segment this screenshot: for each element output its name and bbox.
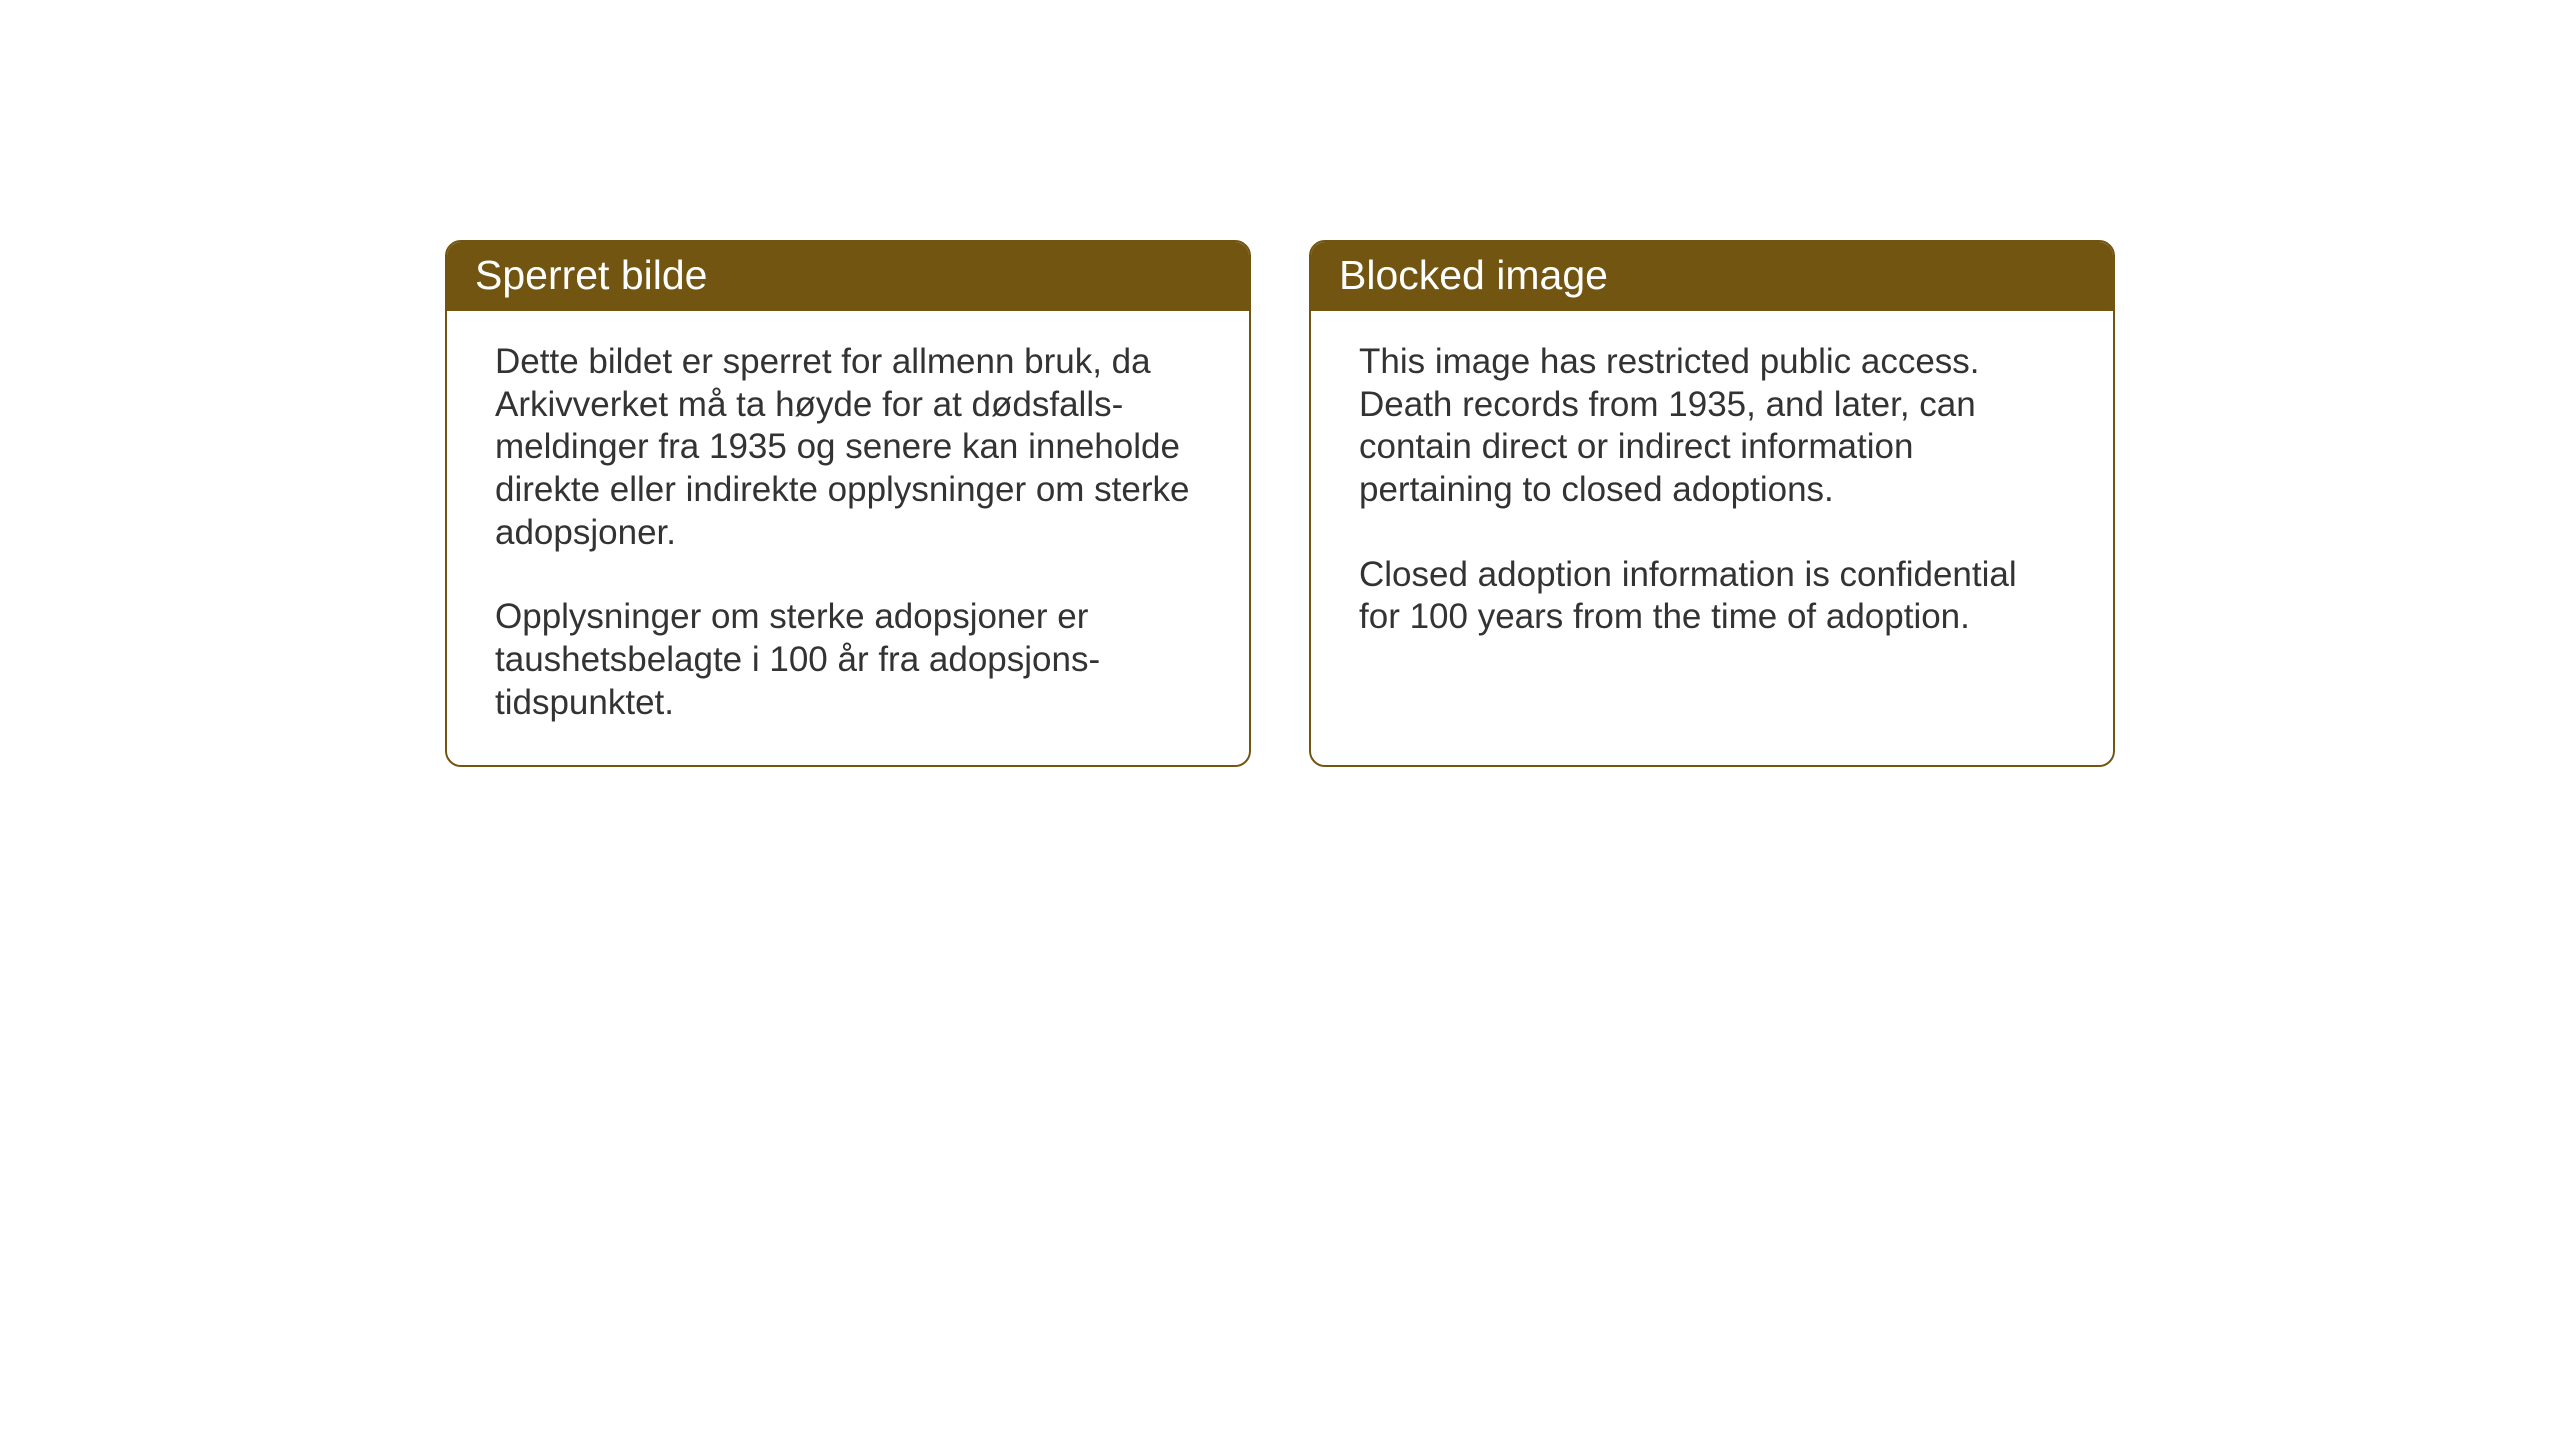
english-paragraph-2: Closed adoption information is confident… [1359, 554, 2065, 639]
norwegian-notice-card: Sperret bilde Dette bildet er sperret fo… [445, 240, 1251, 767]
norwegian-card-body: Dette bildet er sperret for allmenn bruk… [447, 311, 1249, 765]
notice-container: Sperret bilde Dette bildet er sperret fo… [445, 240, 2115, 767]
english-card-header: Blocked image [1311, 242, 2113, 311]
norwegian-paragraph-1: Dette bildet er sperret for allmenn bruk… [495, 341, 1201, 554]
english-paragraph-1: This image has restricted public access.… [1359, 341, 2065, 512]
norwegian-paragraph-2: Opplysninger om sterke adopsjoner er tau… [495, 596, 1201, 724]
english-notice-card: Blocked image This image has restricted … [1309, 240, 2115, 767]
norwegian-card-header: Sperret bilde [447, 242, 1249, 311]
norwegian-card-title: Sperret bilde [475, 252, 707, 298]
english-card-title: Blocked image [1339, 252, 1608, 298]
english-card-body: This image has restricted public access.… [1311, 311, 2113, 679]
